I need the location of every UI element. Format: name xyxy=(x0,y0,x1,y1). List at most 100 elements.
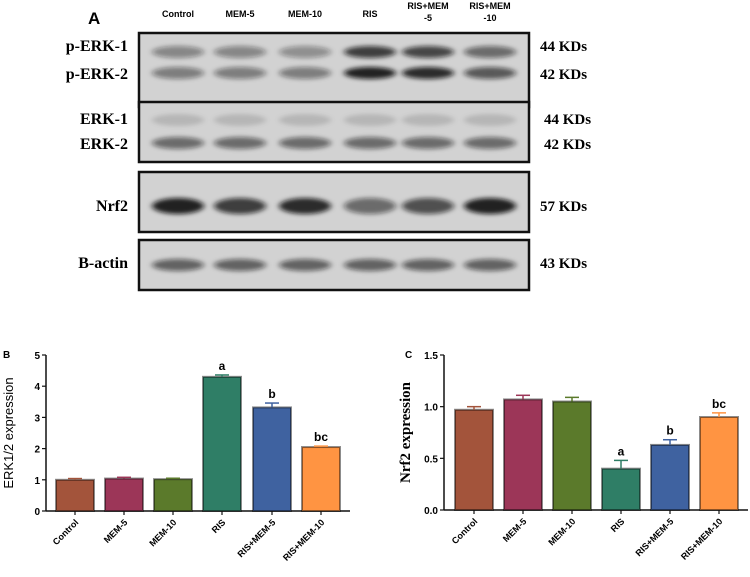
significance-label: b xyxy=(666,424,673,438)
protein-band xyxy=(279,198,331,214)
y-tick-label: 0 xyxy=(34,507,40,518)
protein-band xyxy=(152,137,204,149)
panel-label: C xyxy=(405,350,412,361)
protein-band xyxy=(402,259,454,271)
lane-label: MEM-10 xyxy=(288,9,322,19)
x-tick-label: Control xyxy=(51,517,81,547)
molecular-weight-label: 42 KDs xyxy=(540,67,587,83)
x-tick-label: MEM-10 xyxy=(546,516,577,547)
protein-band xyxy=(214,137,266,149)
x-tick-label: RIS+MEM-5 xyxy=(634,516,676,558)
protein-band xyxy=(152,198,204,214)
western-blot-2: Nrf2 57 KDs xyxy=(96,170,587,234)
lane-label: MEM-5 xyxy=(226,9,255,19)
y-tick-label: 0.0 xyxy=(424,506,438,517)
protein-label: ERK-1 xyxy=(80,111,128,128)
y-tick-label: 1.0 xyxy=(424,403,438,414)
protein-label: ERK-2 xyxy=(80,136,128,153)
protein-band xyxy=(464,114,516,126)
significance-label: bc xyxy=(314,430,328,444)
bar-mem-5 xyxy=(104,477,144,512)
protein-band xyxy=(402,46,454,58)
x-tick-label: RIS+MEM-10 xyxy=(679,516,724,561)
lane-label: Control xyxy=(162,9,194,19)
significance-label: bc xyxy=(712,397,726,411)
protein-band xyxy=(152,259,204,271)
x-tick-label: RIS xyxy=(210,517,228,535)
x-tick-label: MEM-10 xyxy=(147,517,178,548)
y-axis-label: ERK1/2 expression xyxy=(1,377,16,488)
protein-band xyxy=(464,46,516,58)
protein-band xyxy=(214,67,266,79)
molecular-weight-label: 42 KDs xyxy=(544,137,591,153)
bar-ris xyxy=(601,467,641,511)
protein-band xyxy=(344,198,396,214)
y-tick-label: 4 xyxy=(34,382,40,393)
x-tick-label: Control xyxy=(450,516,480,546)
bar-mem-5 xyxy=(503,398,543,511)
protein-band xyxy=(214,198,266,214)
protein-label: p-ERK-1 xyxy=(66,38,128,55)
bar-mem-10 xyxy=(153,478,193,512)
protein-label: B-actin xyxy=(78,255,128,272)
y-axis-label: Nrf2 expression xyxy=(398,381,414,483)
x-tick-label: RIS+MEM-5 xyxy=(236,517,278,559)
protein-band xyxy=(279,259,331,271)
protein-band xyxy=(344,137,396,149)
lane-label: RIS+MEM xyxy=(469,1,510,11)
protein-band xyxy=(402,114,454,126)
molecular-weight-label: 44 KDs xyxy=(540,39,587,55)
panel-a-label: A xyxy=(88,9,100,28)
molecular-weight-label: 57 KDs xyxy=(540,199,587,215)
protein-band xyxy=(279,67,331,79)
significance-label: a xyxy=(219,359,226,373)
y-tick-label: 2 xyxy=(34,445,40,456)
y-tick-label: 1 xyxy=(34,476,40,487)
western-blot-0: p-ERK-1 p-ERK-2 44 KDs 42 KDs xyxy=(66,31,587,109)
significance-label: b xyxy=(268,387,275,401)
x-tick-label: RIS+MEM-10 xyxy=(281,517,326,562)
lane-label: RIS xyxy=(362,9,377,19)
protein-band xyxy=(402,137,454,149)
panel-label: B xyxy=(3,350,10,361)
protein-band xyxy=(402,67,454,79)
x-tick-label: MEM-5 xyxy=(501,516,529,544)
molecular-weight-label: 43 KDs xyxy=(540,256,587,272)
bar-ris-mem-10 xyxy=(301,446,341,513)
protein-band xyxy=(402,198,454,214)
bar-mem-10 xyxy=(552,400,592,511)
significance-label: a xyxy=(618,444,625,458)
lane-label-line2: -10 xyxy=(483,13,496,23)
protein-label: Nrf2 xyxy=(96,198,128,215)
y-tick-label: 0.5 xyxy=(424,454,438,465)
protein-band xyxy=(464,198,516,214)
y-tick-label: 1.5 xyxy=(424,351,438,362)
bar-ris-mem-10 xyxy=(699,416,739,511)
protein-band xyxy=(464,259,516,271)
x-tick-label: RIS xyxy=(609,516,627,534)
bar-control xyxy=(454,408,494,511)
protein-band xyxy=(279,46,331,58)
bar-ris-mem-5 xyxy=(252,406,292,512)
y-tick-label: 5 xyxy=(34,351,40,362)
protein-band xyxy=(279,114,331,126)
protein-label: p-ERK-2 xyxy=(66,66,128,83)
protein-band xyxy=(464,67,516,79)
erk-bar-chart: B 0 1 2 3 4 5 ERK1/2 expression Control MEM-5 MEM-… xyxy=(1,350,350,563)
protein-band xyxy=(214,114,266,126)
molecular-weight-label: 44 KDs xyxy=(544,112,591,128)
bar-control xyxy=(55,478,95,512)
bar-ris-mem-5 xyxy=(650,443,690,511)
protein-band xyxy=(279,137,331,149)
protein-band xyxy=(214,259,266,271)
x-tick-label: MEM-5 xyxy=(102,517,130,545)
lane-label-line2: -5 xyxy=(424,13,432,23)
western-blot-3: B-actin 43 KDs xyxy=(78,238,587,292)
protein-band xyxy=(344,67,396,79)
protein-band xyxy=(152,46,204,58)
nrf2-bar-chart: C 0.0 0.5 1.0 1.5 Nrf2 expression Control MEM-5… xyxy=(398,350,748,562)
protein-band xyxy=(214,46,266,58)
western-blot-1: ERK-1 ERK-2 44 KDs 42 KDs xyxy=(80,100,591,164)
bar-ris xyxy=(202,375,242,512)
